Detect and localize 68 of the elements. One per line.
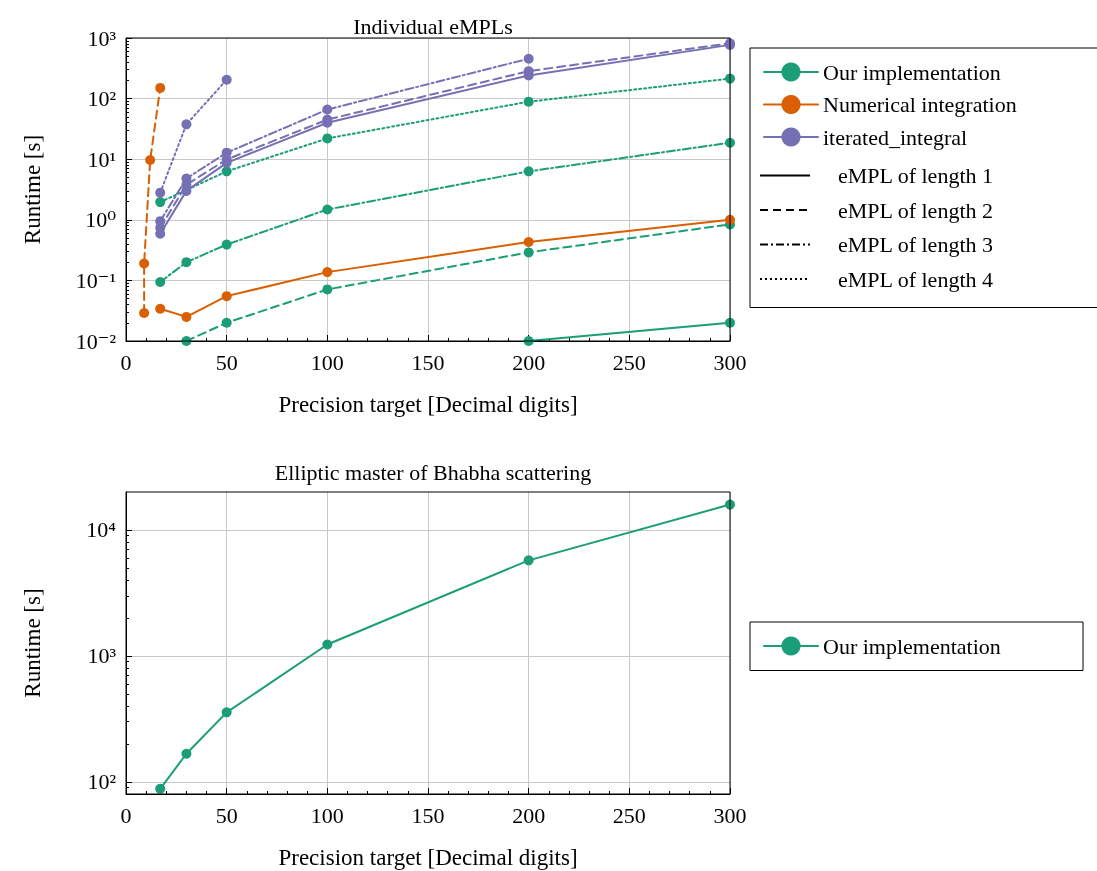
point — [221, 317, 232, 328]
point — [181, 257, 192, 268]
point — [155, 277, 166, 288]
y-tick-label: 10² — [87, 86, 117, 112]
y-axis-title: Runtime [s] — [20, 588, 45, 698]
x-tick-label: 250 — [612, 802, 646, 828]
point — [181, 748, 192, 759]
y-tick-label: 10³ — [87, 643, 117, 669]
point — [322, 284, 333, 295]
y-tick-label: 10⁰ — [85, 207, 117, 233]
chart-title: Individual eMPLs — [353, 13, 513, 39]
point — [221, 74, 232, 85]
y-tick-label: 10⁻¹ — [75, 267, 116, 293]
x-tick-label: 250 — [612, 349, 646, 375]
point — [139, 258, 150, 269]
y-tick-label: 10² — [87, 769, 117, 795]
legend-label: iterated_integral — [823, 124, 968, 150]
x-axis-title: Precision target [Decimal digits] — [278, 845, 578, 870]
x-axis-title: Precision target [Decimal digits] — [278, 392, 578, 417]
point — [155, 783, 166, 794]
point — [221, 291, 232, 302]
text: eMPL of length 4 — [838, 266, 993, 292]
text: eMPL of length 1 — [838, 163, 993, 188]
point — [322, 639, 333, 650]
point — [181, 311, 192, 322]
point — [322, 204, 333, 215]
point — [322, 104, 333, 115]
y-tick-label: 10⁴ — [86, 517, 117, 543]
x-tick-label: 100 — [310, 349, 344, 375]
x-tick-label: 100 — [310, 802, 344, 828]
x-tick-label: 200 — [512, 349, 546, 375]
point — [523, 166, 534, 177]
x-tick-label: 150 — [411, 802, 445, 828]
legend-label: Our implementation — [823, 633, 1001, 659]
legend-label: Our implementation — [823, 59, 1001, 85]
text: eMPL of length 3 — [838, 232, 993, 257]
x-tick-label: 150 — [411, 349, 445, 375]
point — [523, 247, 534, 258]
legend-label: Numerical integration — [823, 92, 1017, 117]
point — [181, 119, 192, 130]
y-tick-label: 10⁻² — [75, 328, 117, 354]
point — [221, 239, 232, 250]
x-tick-label: 0 — [120, 349, 132, 375]
x-tick-label: 0 — [120, 802, 132, 828]
chart-title: Elliptic master of Bhabha scattering — [274, 459, 592, 485]
point — [155, 82, 166, 93]
text: eMPL of length 2 — [838, 197, 993, 223]
point — [155, 303, 166, 314]
point — [221, 166, 232, 177]
x-tick-label: 300 — [713, 802, 747, 828]
point — [155, 187, 166, 198]
x-tick-label: 300 — [713, 349, 747, 375]
point — [322, 133, 333, 144]
point — [139, 307, 150, 318]
point — [523, 555, 534, 566]
y-tick-label: 10³ — [87, 25, 117, 51]
point — [145, 155, 156, 165]
y-tick-label: 10¹ — [87, 146, 116, 172]
y-axis-title: Runtime [s] — [20, 134, 45, 245]
point — [322, 267, 333, 278]
point — [523, 53, 534, 64]
x-tick-label: 50 — [215, 802, 238, 828]
point — [523, 237, 534, 248]
point — [221, 707, 232, 718]
x-tick-label: 200 — [512, 802, 546, 828]
point — [523, 96, 534, 107]
point — [155, 197, 166, 208]
x-tick-label: 50 — [215, 349, 238, 375]
